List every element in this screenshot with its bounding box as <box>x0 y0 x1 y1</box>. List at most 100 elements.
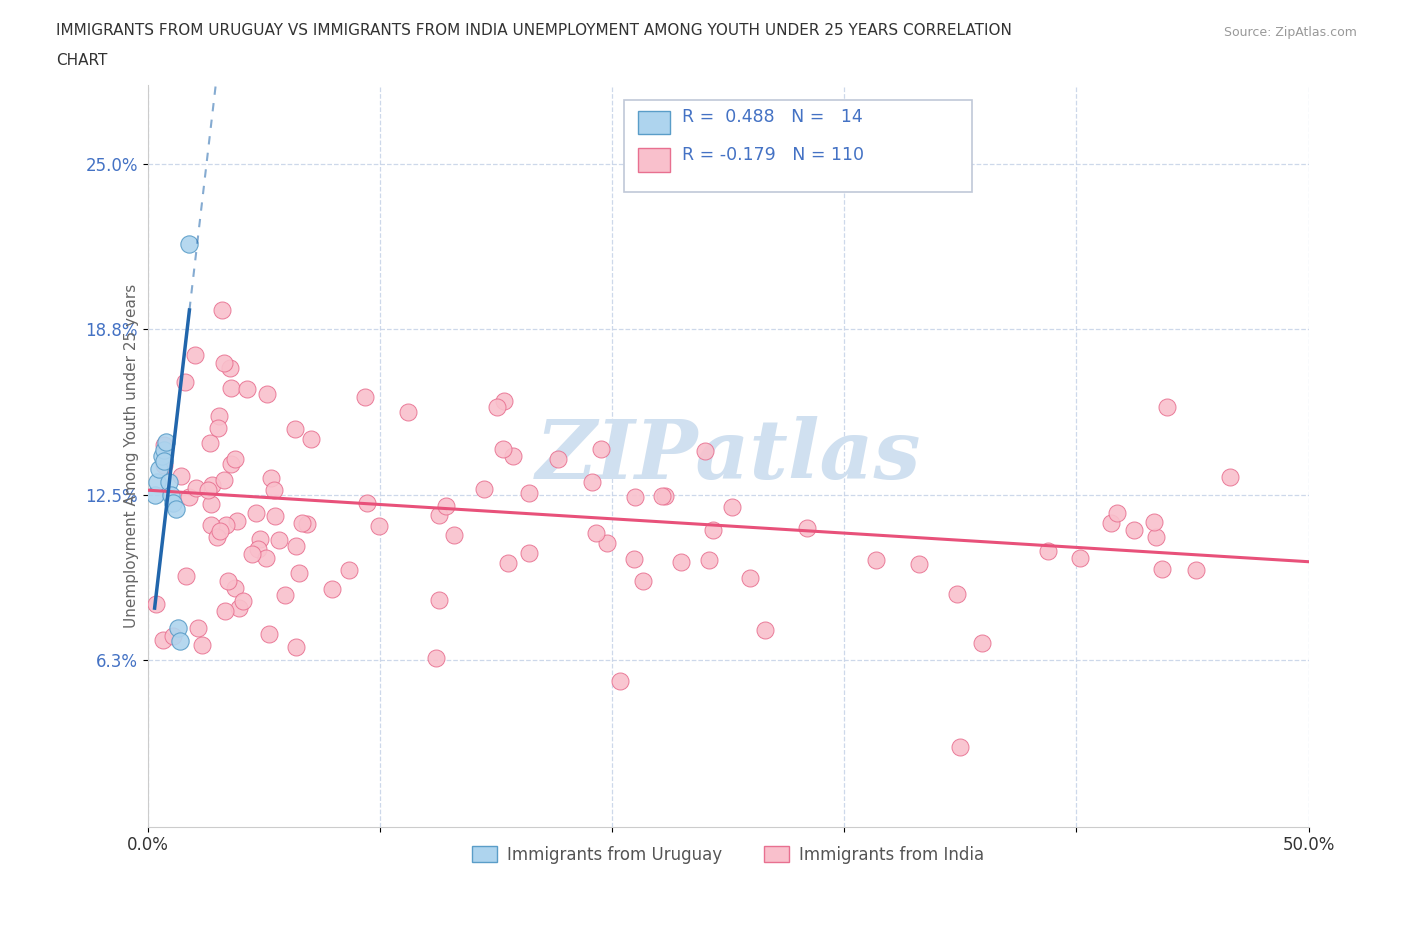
Point <box>152 633 174 648</box>
Point <box>179 236 201 251</box>
Text: CHART: CHART <box>56 53 108 68</box>
Point <box>215 517 238 532</box>
Point <box>249 531 271 546</box>
Point <box>425 650 447 665</box>
Point <box>1038 544 1060 559</box>
Point <box>427 592 450 607</box>
Point <box>337 563 360 578</box>
Point <box>221 381 243 396</box>
Text: R =  0.488   N =   14: R = 0.488 N = 14 <box>682 108 862 126</box>
Point <box>754 623 776 638</box>
Point <box>208 408 231 423</box>
Point <box>434 498 457 513</box>
Point <box>368 519 391 534</box>
Point <box>162 629 184 644</box>
Point <box>232 593 254 608</box>
Point <box>224 580 246 595</box>
Point <box>242 547 264 562</box>
FancyBboxPatch shape <box>637 111 671 135</box>
Point <box>260 471 283 485</box>
Point <box>200 517 222 532</box>
Point <box>174 568 197 583</box>
Point <box>669 554 692 569</box>
Point <box>321 581 343 596</box>
Point <box>492 441 515 456</box>
Point <box>702 523 724 538</box>
Point <box>496 555 519 570</box>
FancyBboxPatch shape <box>637 148 671 171</box>
Point <box>153 443 176 458</box>
Point <box>191 638 214 653</box>
Point <box>288 565 311 580</box>
Point <box>695 444 717 458</box>
Point <box>246 541 269 556</box>
Point <box>502 448 524 463</box>
Point <box>581 474 603 489</box>
Point <box>427 508 450 523</box>
Point <box>148 461 170 476</box>
Point <box>224 452 246 467</box>
Point <box>284 538 307 553</box>
Point <box>162 496 184 511</box>
Point <box>166 620 188 635</box>
Point <box>197 483 219 498</box>
Point <box>264 509 287 524</box>
Point <box>1099 515 1122 530</box>
Point <box>699 552 721 567</box>
Point <box>256 387 278 402</box>
Text: Source: ZipAtlas.com: Source: ZipAtlas.com <box>1223 26 1357 39</box>
Point <box>170 469 193 484</box>
Point <box>145 596 167 611</box>
Point <box>295 517 318 532</box>
Point <box>245 506 267 521</box>
Point <box>165 501 187 516</box>
Point <box>907 557 929 572</box>
Point <box>143 488 166 503</box>
Point <box>207 420 229 435</box>
Point <box>152 437 174 452</box>
Point <box>150 448 173 463</box>
Point <box>738 570 761 585</box>
Point <box>1219 469 1241 484</box>
Point <box>443 528 465 543</box>
Point <box>949 739 972 754</box>
Point <box>624 490 647 505</box>
Point <box>218 361 240 376</box>
Point <box>219 457 242 472</box>
Point <box>609 673 631 688</box>
Point <box>153 454 176 469</box>
Point <box>207 529 229 544</box>
Point <box>945 587 967 602</box>
Point <box>198 435 221 450</box>
Point <box>1152 562 1174 577</box>
Point <box>263 483 285 498</box>
FancyBboxPatch shape <box>624 100 972 193</box>
Point <box>972 636 994 651</box>
Point <box>173 374 195 389</box>
Point <box>472 481 495 496</box>
Point <box>585 525 607 540</box>
Point <box>211 302 233 317</box>
Point <box>1123 523 1146 538</box>
Point <box>547 451 569 466</box>
Point <box>1156 399 1178 414</box>
Point <box>517 485 540 500</box>
Point <box>1184 563 1206 578</box>
Point <box>356 496 378 511</box>
Point <box>184 481 207 496</box>
Text: ZIPatlas: ZIPatlas <box>536 416 921 496</box>
Point <box>169 633 191 648</box>
Point <box>796 521 818 536</box>
Point <box>291 516 314 531</box>
Point <box>651 488 673 503</box>
Point <box>1105 505 1128 520</box>
Point <box>1144 529 1167 544</box>
Point <box>284 422 307 437</box>
Point <box>155 435 177 450</box>
Point <box>157 475 180 490</box>
Point <box>1069 551 1091 565</box>
Point <box>217 573 239 588</box>
Point <box>212 355 235 370</box>
Point <box>1142 515 1164 530</box>
Point <box>200 497 222 512</box>
